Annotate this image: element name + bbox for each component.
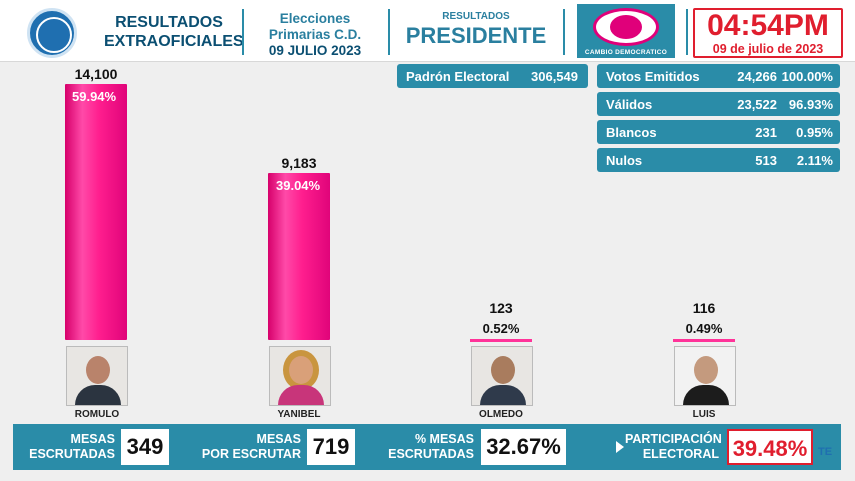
label-line: ELECTORAL — [642, 447, 719, 461]
candidate-name: YANIBEL — [277, 409, 321, 420]
stat-pct: 0.95% — [796, 125, 833, 140]
candidate-votes: 14,100 — [74, 66, 118, 82]
party-name: CAMBIO DEMOCRATICO — [584, 49, 668, 56]
play-arrow-icon — [616, 441, 624, 453]
avatar-head-icon — [491, 356, 515, 384]
candidate-pct: 59.94% — [72, 89, 117, 104]
event-title: Elecciones Primarias C.D. 09 JULIO 2023 — [247, 11, 383, 59]
clock-date: 09 de julio de 2023 — [712, 42, 824, 56]
candidate-photo — [674, 346, 736, 406]
candidate-name: OLMEDO — [479, 409, 523, 420]
mesas-por-escrutar-value: 719 — [307, 429, 355, 465]
pct-mesas-label: % MESAS ESCRUTADAS — [378, 432, 474, 462]
mesas-escrutadas-label: MESAS ESCRUTADAS — [15, 432, 115, 462]
blancos-box: Blancos 231 0.95% — [597, 120, 840, 144]
candidate-bar — [268, 173, 330, 340]
candidate-photo — [269, 346, 331, 406]
candidate-bar — [673, 339, 735, 342]
cambio-democratico-logo: CAMBIO DEMOCRATICO — [577, 4, 675, 58]
candidate-votes: 123 — [489, 300, 513, 316]
stat-label: Válidos — [606, 97, 653, 112]
nulos-box: Nulos 513 2.11% — [597, 148, 840, 172]
label-line: MESAS — [70, 432, 115, 446]
avatar-body-icon — [278, 385, 324, 405]
stat-value: 513 — [755, 153, 777, 168]
avatar-body-icon — [75, 385, 121, 405]
candidate-pct: 0.52% — [482, 321, 520, 336]
clock-box: 04:54PM 09 de julio de 2023 — [693, 8, 843, 58]
label-line: MESAS — [256, 432, 301, 446]
padron-electoral-box: Padrón Electoral 306,549 — [397, 64, 588, 88]
stat-value: 23,522 — [737, 97, 777, 112]
clock-time: 04:54PM — [707, 9, 829, 42]
avatar-head-icon — [694, 356, 718, 384]
label-line: PARTICIPACIÓN — [625, 432, 722, 446]
participacion-value: 39.48% — [727, 429, 813, 465]
tribunal-electoral-logo-icon — [27, 8, 77, 58]
candidate-pct: 39.04% — [276, 178, 321, 193]
candidate-name: ROMULO — [74, 409, 120, 420]
mesas-escrutadas-value: 349 — [121, 429, 169, 465]
candidate-votes: 116 — [692, 300, 716, 316]
footer-bar: MESAS ESCRUTADAS 349 MESAS POR ESCRUTAR … — [13, 424, 841, 470]
label-line: % MESAS — [414, 432, 474, 446]
avatar-head-icon — [86, 356, 110, 384]
results-title: RESULTADOS EXTRAOFICIALES — [104, 13, 244, 51]
label-line: ESCRUTADAS — [388, 447, 474, 461]
title-line-1: RESULTADOS — [115, 14, 223, 31]
avatar-body-icon — [683, 385, 729, 405]
stat-pct: 100.00% — [781, 69, 833, 84]
event-line-3: 09 JULIO 2023 — [268, 43, 362, 58]
validos-box: Válidos 23,522 96.93% — [597, 92, 840, 116]
candidate-name: LUIS — [692, 409, 716, 420]
padron-label: Padrón Electoral — [406, 69, 510, 84]
label-line: ESCRUTADAS — [29, 447, 115, 461]
title-line-2: EXTRAOFICIALES — [104, 33, 244, 50]
candidate-photo — [66, 346, 128, 406]
candidate-photo — [471, 346, 533, 406]
stat-value: 24,266 — [737, 69, 777, 84]
stat-pct: 2.11% — [796, 153, 833, 168]
stat-label: Nulos — [606, 153, 643, 168]
avatar-body-icon — [480, 385, 526, 405]
header-bar: RESULTADOS EXTRAOFICIALES Elecciones Pri… — [0, 0, 855, 62]
results-category: RESULTADOS PRESIDENTE — [393, 10, 559, 49]
party-emblem-icon — [593, 8, 659, 46]
header-divider — [242, 9, 244, 55]
padron-value: 306,549 — [531, 69, 578, 84]
stat-label: Votos Emitidos — [606, 69, 700, 84]
candidate-pct: 0.49% — [685, 321, 723, 336]
event-line-1: Elecciones — [279, 11, 351, 26]
watermark-logo: TE — [818, 446, 833, 458]
results-big-label: PRESIDENTE — [405, 23, 547, 48]
header-divider — [563, 9, 565, 55]
candidate-votes: 9,183 — [281, 155, 317, 171]
label-line: POR ESCRUTAR — [201, 447, 301, 461]
stat-value: 231 — [755, 125, 777, 140]
stat-label: Blancos — [606, 125, 657, 140]
avatar-head-icon — [289, 356, 313, 384]
header-divider — [388, 9, 390, 55]
candidate-bar — [65, 84, 127, 340]
candidate-bar — [470, 339, 532, 342]
header-divider — [686, 9, 688, 55]
stat-pct: 96.93% — [788, 97, 833, 112]
mesas-por-escrutar-label: MESAS POR ESCRUTAR — [189, 432, 301, 462]
pct-mesas-value: 32.67% — [481, 429, 566, 465]
participacion-label: PARTICIPACIÓN ELECTORAL — [625, 432, 722, 462]
event-line-2: Primarias C.D. — [268, 27, 362, 42]
results-small-label: RESULTADOS — [442, 11, 510, 22]
votos-emitidos-box: Votos Emitidos 24,266 100.00% — [597, 64, 840, 88]
